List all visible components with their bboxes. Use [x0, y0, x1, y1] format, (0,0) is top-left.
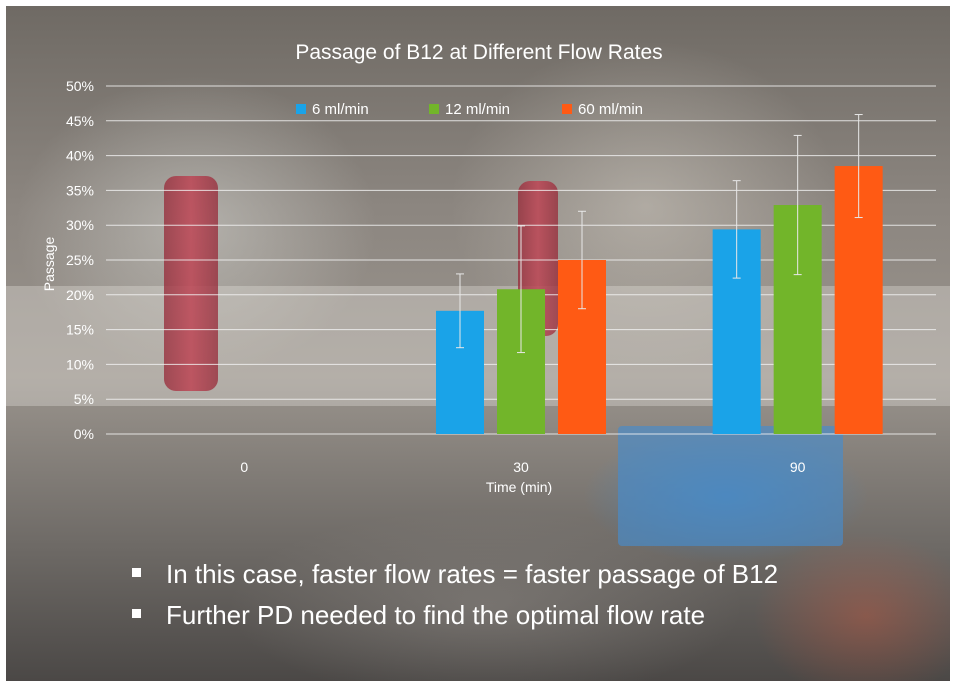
y-tick-label: 30%	[66, 217, 94, 233]
legend-swatch	[562, 104, 572, 114]
bars	[436, 166, 883, 435]
bullet-list: In this case, faster flow rates = faster…	[126, 554, 906, 636]
legend-label: 12 ml/min	[445, 101, 510, 118]
y-tick-label: 50%	[66, 78, 94, 94]
bar-chart: Passage of B12 at Different Flow Rates 6…	[41, 41, 936, 495]
x-axis-label: Time (min)	[486, 479, 552, 495]
background-tube	[164, 176, 218, 391]
chart-title: Passage of B12 at Different Flow Rates	[295, 41, 662, 64]
y-axis-label: Passage	[41, 237, 57, 292]
error-bars	[456, 114, 863, 354]
x-tick-label: 90	[790, 459, 806, 475]
y-tick-label: 35%	[66, 182, 94, 198]
y-tick-label: 0%	[74, 426, 94, 442]
bullet-square-icon	[132, 609, 141, 618]
slide: Passage of B12 at Different Flow Rates 6…	[6, 6, 950, 681]
y-tick-label: 5%	[74, 391, 94, 407]
x-axis: 0 30 90	[240, 459, 805, 475]
y-tick-label: 40%	[66, 148, 94, 164]
bullet-item: In this case, faster flow rates = faster…	[126, 554, 906, 595]
bullet-text: Further PD needed to find the optimal fl…	[166, 600, 706, 630]
legend-swatch	[429, 104, 439, 114]
legend-label: 60 ml/min	[578, 101, 643, 118]
bullet-text: In this case, faster flow rates = faster…	[166, 559, 779, 589]
legend: 6 ml/min 12 ml/min 60 ml/min	[296, 101, 643, 118]
y-tick-label: 15%	[66, 322, 94, 338]
bullet-item: Further PD needed to find the optimal fl…	[126, 595, 906, 636]
x-tick-label: 0	[240, 459, 248, 475]
y-axis: 0% 5% 10% 15% 20% 25% 30% 35% 40% 45% 50%	[66, 78, 94, 442]
y-tick-label: 25%	[66, 252, 94, 268]
legend-swatch	[296, 104, 306, 114]
y-tick-label: 20%	[66, 287, 94, 303]
x-tick-label: 30	[513, 459, 529, 475]
background-blue-box	[618, 426, 843, 546]
y-tick-label: 45%	[66, 113, 94, 129]
y-tick-label: 10%	[66, 356, 94, 372]
legend-label: 6 ml/min	[312, 101, 369, 118]
bullet-square-icon	[132, 568, 141, 577]
